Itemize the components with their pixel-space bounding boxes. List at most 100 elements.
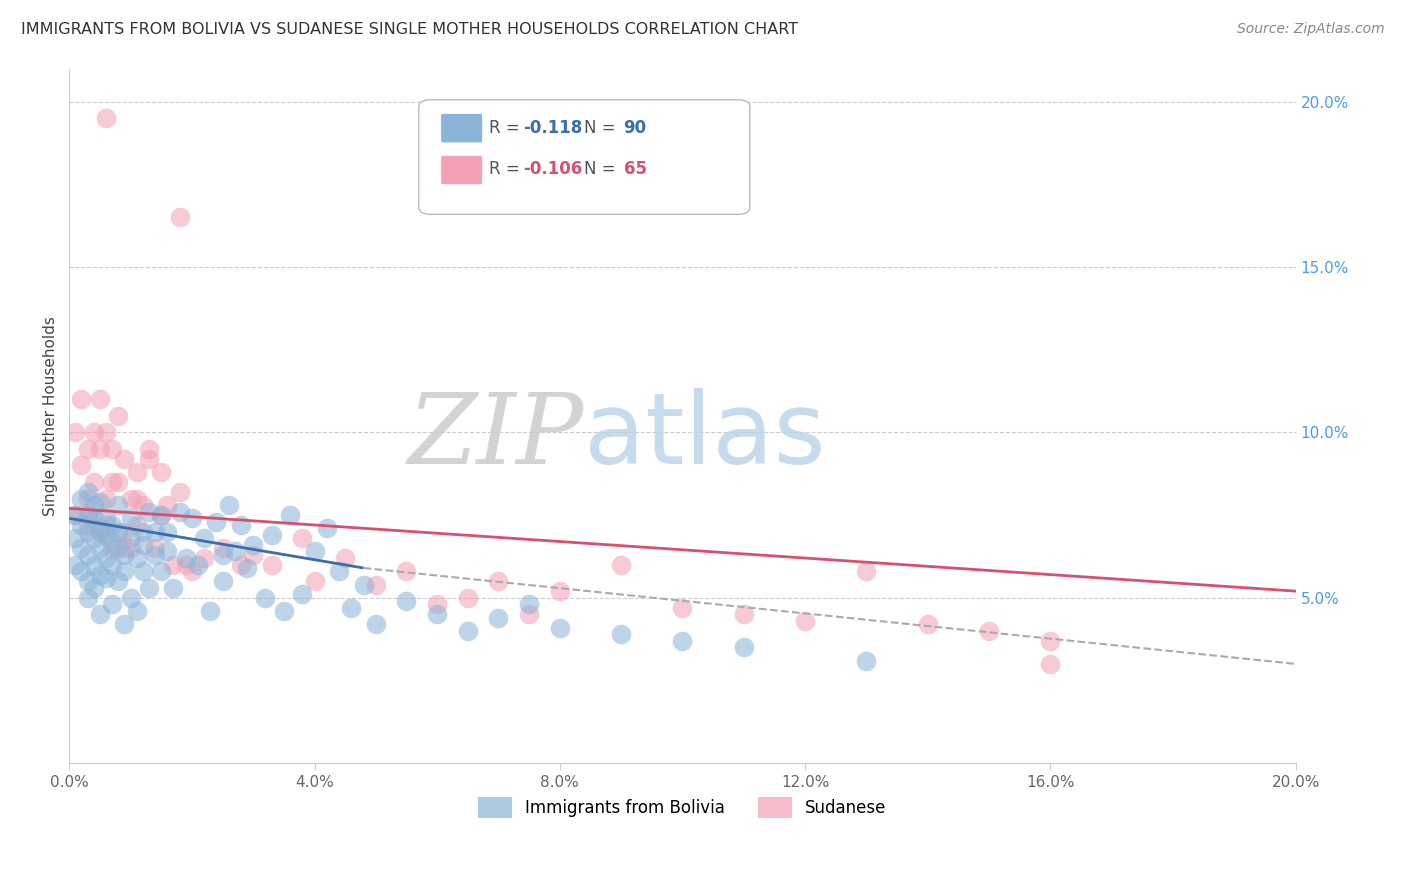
Point [89,541,111,555]
Point [70,491,93,506]
Point [273,604,295,618]
Point [125,604,148,618]
Point [112,451,135,466]
Point [211,541,233,555]
Point [671,600,693,615]
Point [138,505,160,519]
Point [94,511,117,525]
Point [94,518,117,533]
Point [917,617,939,632]
Point [94,571,117,585]
Point [162,581,184,595]
Point [138,442,160,456]
Point [107,475,129,489]
Point [76,491,98,506]
Text: Source: ZipAtlas.com: Source: ZipAtlas.com [1237,22,1385,37]
Point [224,544,246,558]
Text: R =: R = [489,161,524,178]
Point [211,548,233,562]
Point [205,515,228,529]
Point [112,524,135,539]
Text: 90: 90 [623,119,647,136]
Point [211,574,233,589]
Point [426,607,449,622]
Point [83,425,105,440]
Point [977,624,1000,638]
Point [150,508,173,522]
Point [193,551,215,566]
Text: ZIP: ZIP [408,389,585,484]
Point [101,534,124,549]
Point [200,604,222,618]
Point [671,633,693,648]
Point [120,491,142,506]
Point [193,531,215,545]
Point [83,511,105,525]
Point [229,518,252,533]
Point [794,614,817,628]
Point [107,524,129,539]
Point [94,551,117,566]
FancyBboxPatch shape [441,155,482,185]
Point [112,564,135,578]
Point [101,442,124,456]
Point [291,587,314,601]
Text: N =: N = [585,161,621,178]
Point [120,591,142,605]
Point [76,574,98,589]
Point [254,591,277,605]
Point [65,508,87,522]
Point [89,567,111,582]
Point [125,551,148,566]
Point [107,409,129,423]
Point [328,564,350,578]
Point [395,564,418,578]
Point [89,607,111,622]
Text: -0.106: -0.106 [523,161,582,178]
Point [94,425,117,440]
Text: -0.118: -0.118 [523,119,582,136]
Point [364,617,387,632]
Point [156,498,179,512]
Point [83,531,105,545]
Point [89,442,111,456]
Point [180,564,202,578]
Point [125,491,148,506]
Point [76,518,98,533]
Point [218,498,240,512]
Point [120,541,142,555]
Point [89,495,111,509]
Point [457,591,479,605]
Point [132,564,155,578]
Point [94,528,117,542]
Point [65,508,87,522]
Point [169,484,191,499]
Point [76,484,98,499]
Point [426,598,449,612]
Legend: Immigrants from Bolivia, Sudanese: Immigrants from Bolivia, Sudanese [472,790,893,824]
Point [101,518,124,533]
Point [76,508,98,522]
Point [488,574,510,589]
Point [291,531,314,545]
Point [517,607,540,622]
Point [101,475,124,489]
Point [548,584,571,599]
Point [132,524,155,539]
Point [143,548,166,562]
Point [610,558,633,572]
Point [150,564,173,578]
Point [125,465,148,479]
Point [229,558,252,572]
Point [278,508,301,522]
Y-axis label: Single Mother Households: Single Mother Households [44,316,58,516]
Point [70,518,93,533]
Point [156,524,179,539]
Point [364,577,387,591]
Point [169,505,191,519]
Point [1039,657,1062,671]
Point [488,610,510,624]
Point [125,518,148,533]
Point [457,624,479,638]
Point [855,564,877,578]
